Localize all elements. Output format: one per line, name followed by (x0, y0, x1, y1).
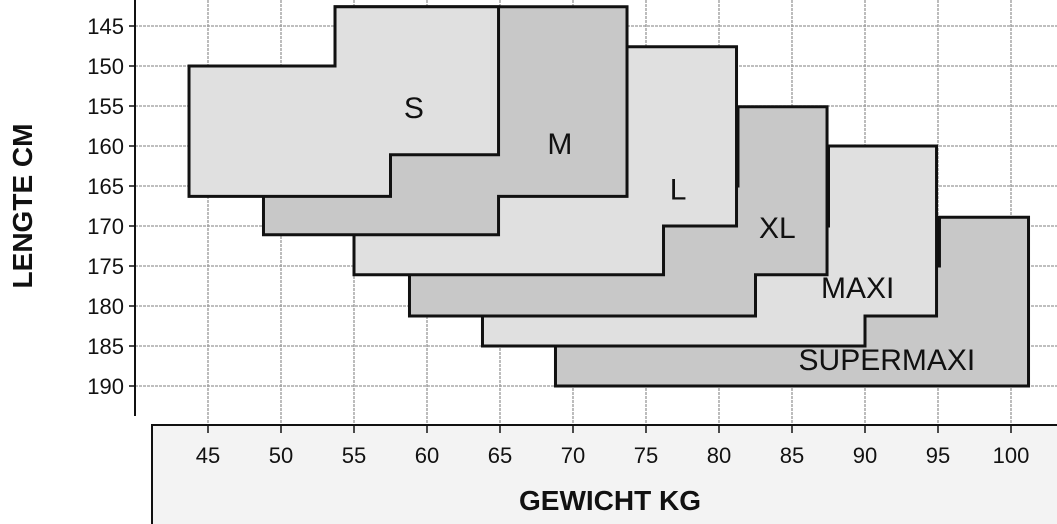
x-tick-label: 70 (561, 443, 585, 468)
y-tick-label: 150 (87, 54, 124, 79)
y-tick-label: 145 (87, 14, 124, 39)
x-tick-label: 100 (993, 443, 1030, 468)
x-tick-label: 80 (707, 443, 731, 468)
y-axis-title: LENGTE CM (7, 124, 38, 289)
x-axis-title: GEWICHT KG (519, 485, 701, 516)
y-tick-label: 170 (87, 214, 124, 239)
x-tick-label: 75 (634, 443, 658, 468)
size-label-m: M (547, 128, 572, 161)
size-label-xl: XL (759, 212, 796, 245)
x-tick-label: 45 (196, 443, 220, 468)
x-axis-panel (151, 424, 1057, 524)
y-tick-label: 185 (87, 334, 124, 359)
size-label-supermaxi: SUPERMAXI (799, 344, 976, 377)
size-regions: SUPERMAXI MAXI XL L M S (187, 5, 1031, 388)
size-label-l: L (670, 174, 687, 207)
y-axis: LENGTE CM 145 150 155 160 165 170 175 180 185 190 (7, 0, 136, 416)
size-label-maxi: MAXI (821, 272, 894, 305)
size-region-s (187, 5, 501, 198)
x-tick-label: 90 (853, 443, 877, 468)
y-tick-label: 190 (87, 374, 124, 399)
y-tick-label: 180 (87, 294, 124, 319)
y-tick-label: 155 (87, 94, 124, 119)
x-tick-label: 60 (415, 443, 439, 468)
x-tick-label: 65 (488, 443, 512, 468)
y-tick-label: 160 (87, 134, 124, 159)
size-label-s: S (404, 92, 424, 125)
y-tick-label: 175 (87, 254, 124, 279)
x-axis: GEWICHT KG 45 50 55 60 65 70 75 80 85 90 95 100 (151, 424, 1057, 524)
x-tick-label: 95 (926, 443, 950, 468)
x-tick-label: 85 (780, 443, 804, 468)
x-tick-label: 50 (269, 443, 293, 468)
y-tick-label: 165 (87, 174, 124, 199)
x-tick-label: 55 (342, 443, 366, 468)
